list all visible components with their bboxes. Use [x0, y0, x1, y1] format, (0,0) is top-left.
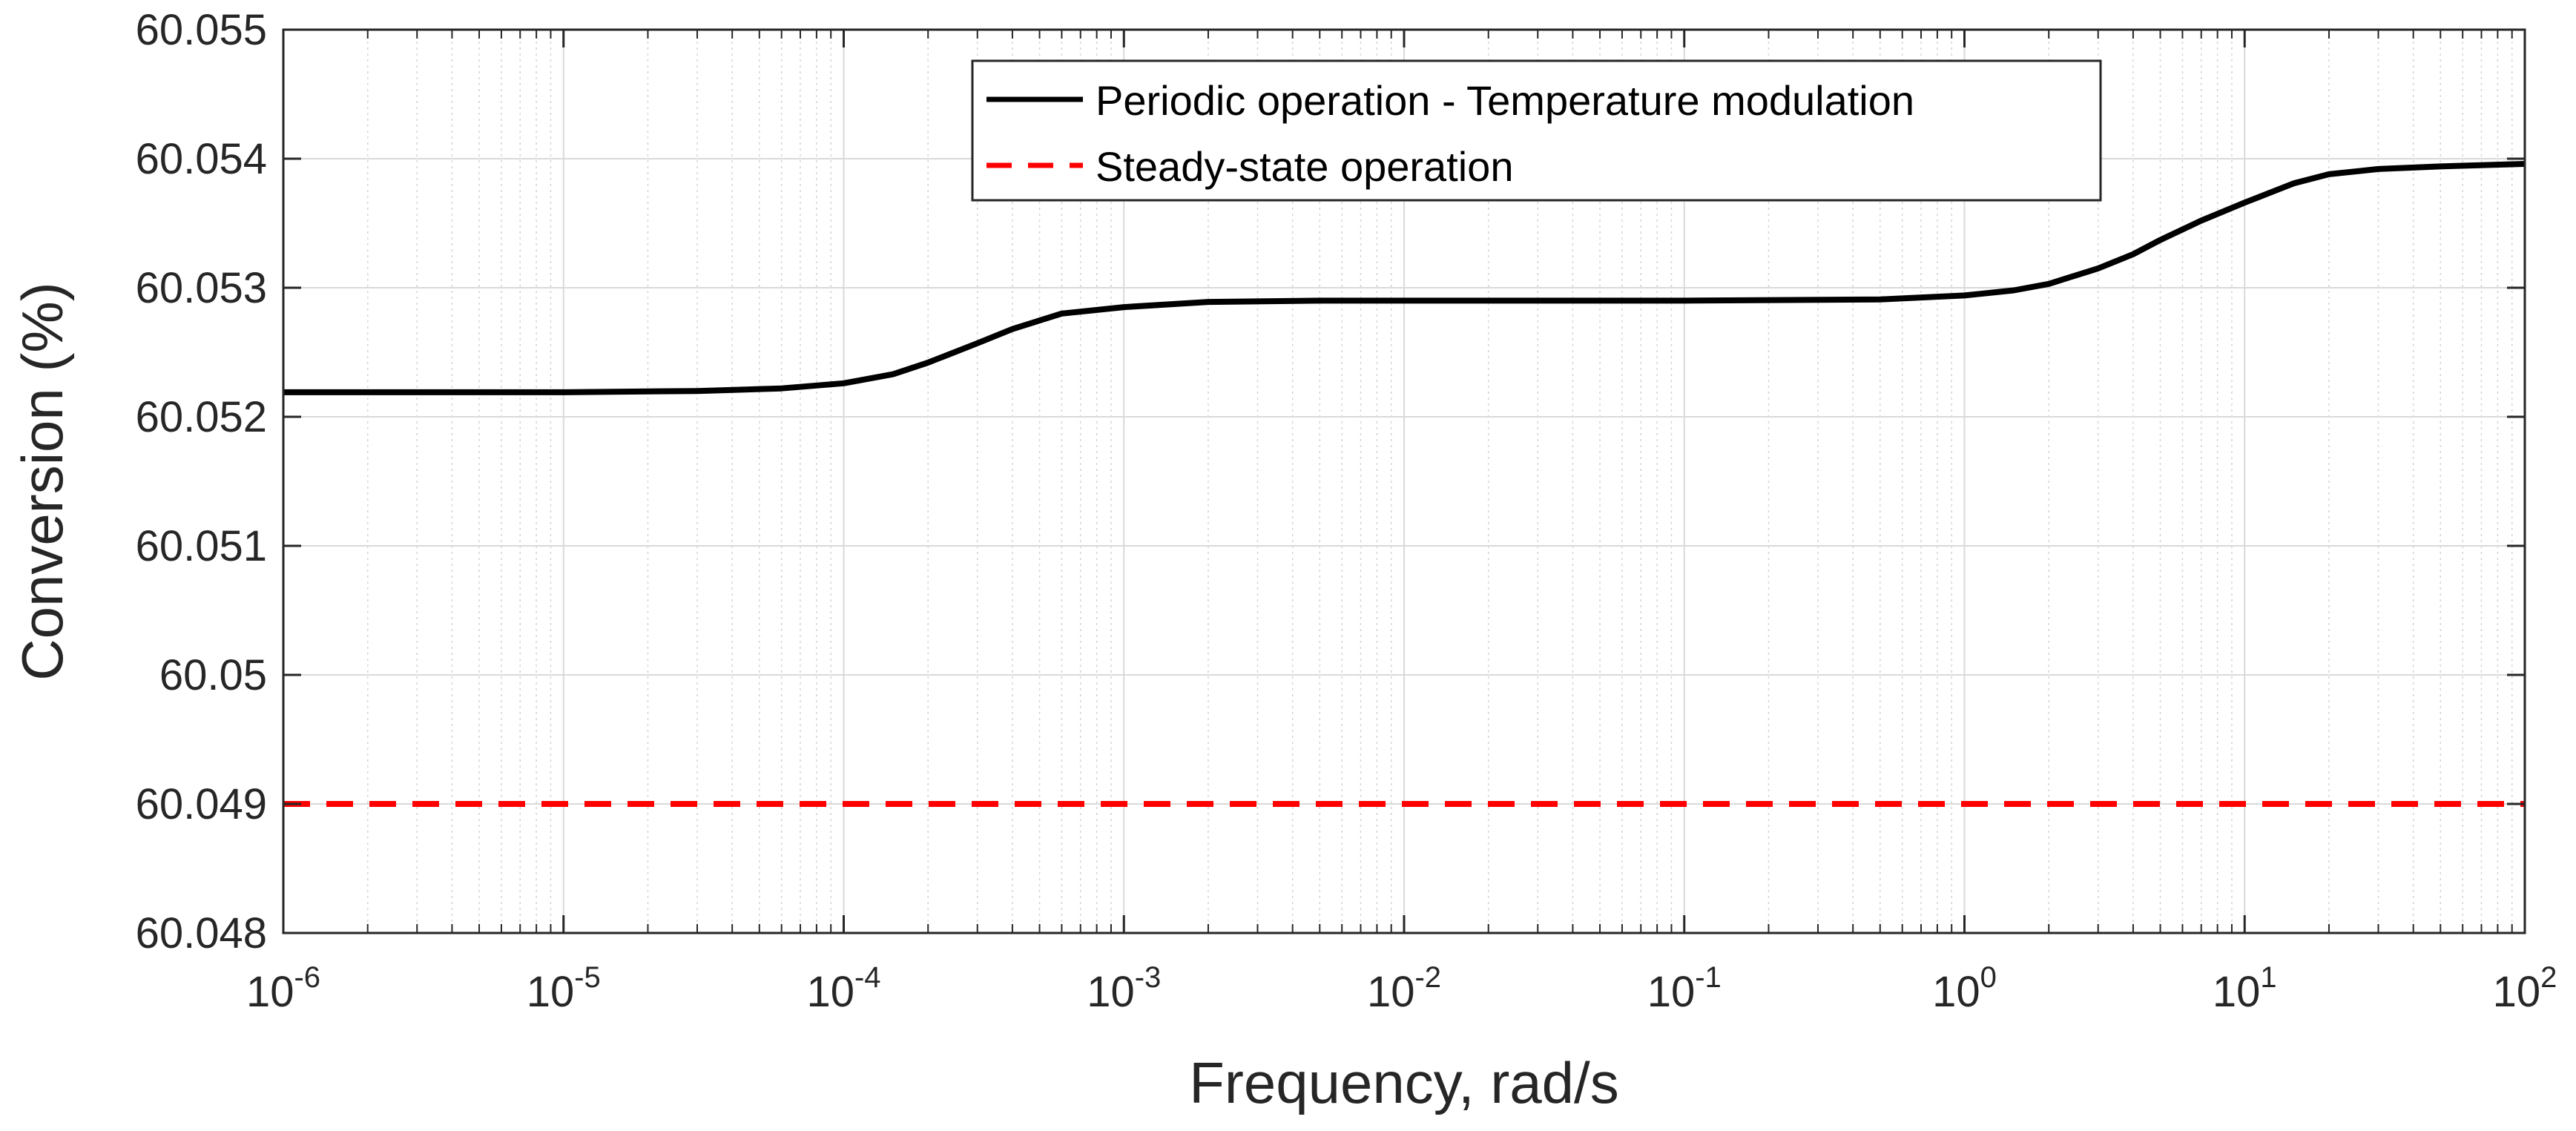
y-tick-label: 60.05: [159, 651, 267, 699]
y-tick-label: 60.049: [136, 780, 267, 828]
x-tick-label: 100: [1932, 961, 1997, 1016]
x-tick-labels: 10-6 10-5 10-4 10-3 10-2 10-1 100 101 102: [246, 961, 2557, 1016]
x-tick-label: 10-5: [527, 961, 601, 1016]
x-tick-label: 10-1: [1647, 961, 1722, 1016]
series-layer: [283, 161, 2526, 807]
series-line-periodic: [283, 161, 2526, 395]
y-tick-label: 60.055: [136, 6, 267, 54]
x-axis-title: Frequency, rad/s: [1189, 1050, 1618, 1115]
x-tick-label: 10-2: [1367, 961, 1441, 1016]
legend-box: [971, 59, 2102, 202]
legend: Periodic operation - Temperature modulat…: [971, 59, 2102, 202]
y-tick-labels: 60.055 60.054 60.053 60.052 60.051 60.05 60.04…: [136, 6, 267, 957]
y-tick-label: 60.051: [136, 522, 267, 570]
y-tick-label: 60.054: [136, 135, 267, 183]
x-tick-label: 101: [2213, 961, 2277, 1016]
tick-marks: [282, 28, 2526, 934]
x-tick-label: 10-6: [246, 961, 320, 1016]
x-tick-label: 10-4: [806, 961, 880, 1016]
y-tick-label: 60.053: [136, 264, 267, 312]
y-axis-title: Conversion (%): [10, 282, 75, 681]
y-tick-label: 60.052: [136, 393, 267, 441]
legend-label-periodic: Periodic operation - Temperature modulat…: [1096, 77, 1914, 124]
y-tick-label: 60.048: [136, 909, 267, 957]
legend-label-steady-state: Steady-state operation: [1096, 143, 1513, 190]
x-tick-label: 102: [2493, 961, 2557, 1016]
x-tick-label: 10-3: [1087, 961, 1161, 1016]
